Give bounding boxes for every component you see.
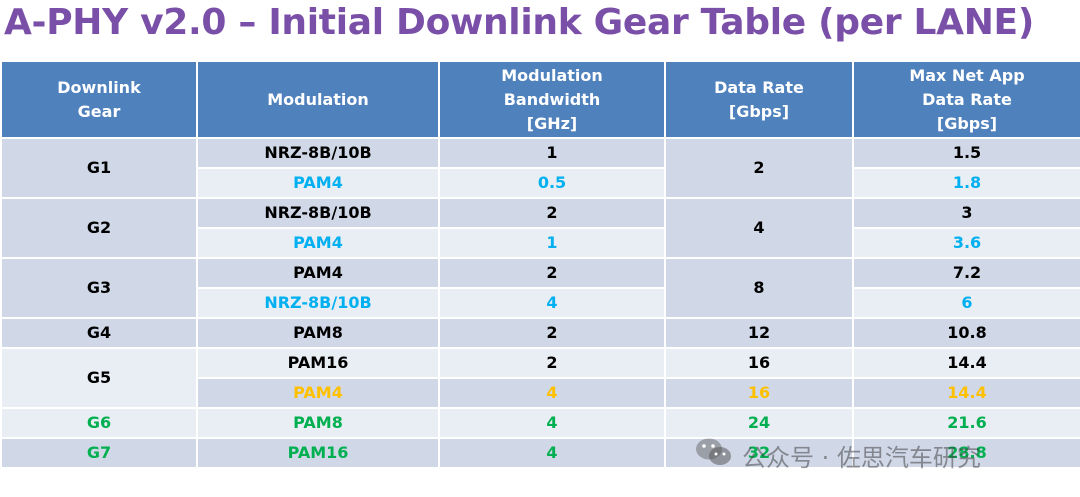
header-modulation-bandwidth: Modulation Bandwidth [GHz]: [438, 60, 666, 139]
gear-cell: G5: [0, 347, 198, 409]
table-header-row: Downlink Gear Modulation Modulation Band…: [0, 60, 1080, 139]
bandwidth-cell: 2: [438, 197, 666, 229]
gear-cell: G3: [0, 257, 198, 319]
table-row: G4 PAM8 2 12 10.8: [0, 317, 1080, 349]
modulation-cell: NRZ-8B/10B: [196, 197, 440, 229]
max-net-rate-cell: 1.5: [852, 137, 1080, 169]
modulation-cell: PAM4: [196, 227, 440, 259]
header-downlink-gear: Downlink Gear: [0, 60, 198, 139]
modulation-cell: NRZ-8B/10B: [196, 287, 440, 319]
table-row: G5 PAM16 2 16 14.4: [0, 347, 1080, 409]
max-net-rate-cell: 28.8: [852, 437, 1080, 469]
modulation-cell: PAM8: [196, 407, 440, 439]
data-rate-cell: 8: [664, 257, 854, 319]
data-rate-cell: 4: [664, 197, 854, 259]
modulation-cell: PAM8: [196, 317, 440, 349]
max-net-rate-cell: 3: [852, 197, 1080, 229]
bandwidth-cell: 1: [438, 227, 666, 259]
gear-cell: G7: [0, 437, 198, 469]
max-net-rate-cell: 10.8: [852, 317, 1080, 349]
gear-cell: G4: [0, 317, 198, 349]
max-net-rate-cell: 21.6: [852, 407, 1080, 439]
table-row: G6 PAM8 4 24 21.6: [0, 407, 1080, 439]
modulation-cell: PAM16: [196, 347, 440, 379]
header-data-rate: Data Rate [Gbps]: [664, 60, 854, 139]
modulation-cell: NRZ-8B/10B: [196, 137, 440, 169]
header-max-net-app-data-rate: Max Net App Data Rate [Gbps]: [852, 60, 1080, 139]
gear-cell: G6: [0, 407, 198, 439]
max-net-rate-cell: 14.4: [852, 347, 1080, 379]
table-row: NRZ-8B/10B 4 6: [1, 287, 1080, 319]
bandwidth-cell: 4: [438, 437, 666, 469]
data-rate-cell: 24: [664, 407, 854, 439]
bandwidth-cell: 4: [438, 377, 666, 409]
bandwidth-cell: 4: [438, 287, 666, 319]
data-rate-cell: 16: [664, 377, 854, 409]
modulation-cell: PAM4: [196, 377, 440, 409]
table-row: PAM4 0.5 1.8: [1, 167, 1080, 199]
gear-cell: G2: [0, 197, 198, 259]
table-row: G7 PAM16 4 32 28.8: [0, 437, 1080, 469]
max-net-rate-cell: 6: [852, 287, 1080, 319]
modulation-cell: PAM4: [196, 167, 440, 199]
bandwidth-cell: 4: [438, 407, 666, 439]
downlink-gear-table: Downlink Gear Modulation Modulation Band…: [0, 60, 1080, 469]
bandwidth-cell: 2: [438, 257, 666, 289]
header-modulation: Modulation: [196, 60, 440, 139]
table-row: PAM4 1 3.6: [1, 227, 1080, 259]
page-title: A-PHY v2.0 – Initial Downlink Gear Table…: [4, 2, 1035, 43]
bandwidth-cell: 0.5: [438, 167, 666, 199]
bandwidth-cell: 2: [438, 347, 666, 379]
max-net-rate-cell: 7.2: [852, 257, 1080, 289]
bandwidth-cell: 2: [438, 317, 666, 349]
max-net-rate-cell: 1.8: [852, 167, 1080, 199]
table-row: G2 NRZ-8B/10B 2 4 3: [0, 197, 1080, 259]
gear-cell: G1: [0, 137, 198, 199]
bandwidth-cell: 1: [438, 137, 666, 169]
table-row: PAM4 4 16 14.4: [1, 377, 1080, 409]
max-net-rate-cell: 3.6: [852, 227, 1080, 259]
max-net-rate-cell: 14.4: [852, 377, 1080, 409]
modulation-cell: PAM16: [196, 437, 440, 469]
data-rate-cell: 32: [664, 437, 854, 469]
modulation-cell: PAM4: [196, 257, 440, 289]
data-rate-cell: 12: [664, 317, 854, 349]
data-rate-cell: 16: [664, 347, 854, 379]
table-row: G3 PAM4 2 8 7.2: [0, 257, 1080, 319]
table-row: G1 NRZ-8B/10B 1 2 1.5: [0, 137, 1080, 199]
data-rate-cell: 2: [664, 137, 854, 199]
